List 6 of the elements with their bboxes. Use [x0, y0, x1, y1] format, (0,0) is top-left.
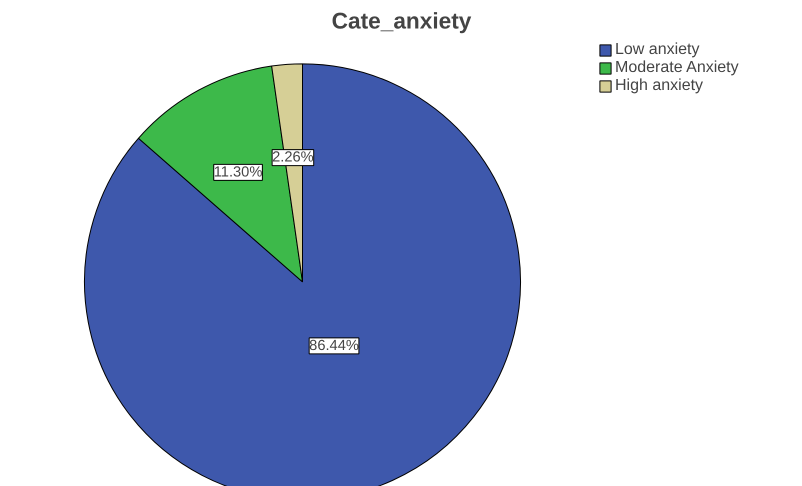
chart-title: Cate_anxiety — [332, 8, 472, 34]
legend-label: Low anxiety — [615, 41, 700, 59]
data-label: 11.30% — [214, 164, 262, 180]
data-label: 86.44% — [309, 338, 359, 354]
legend-label: Moderate Anxiety — [615, 59, 739, 77]
legend-label: High anxiety — [615, 77, 704, 95]
